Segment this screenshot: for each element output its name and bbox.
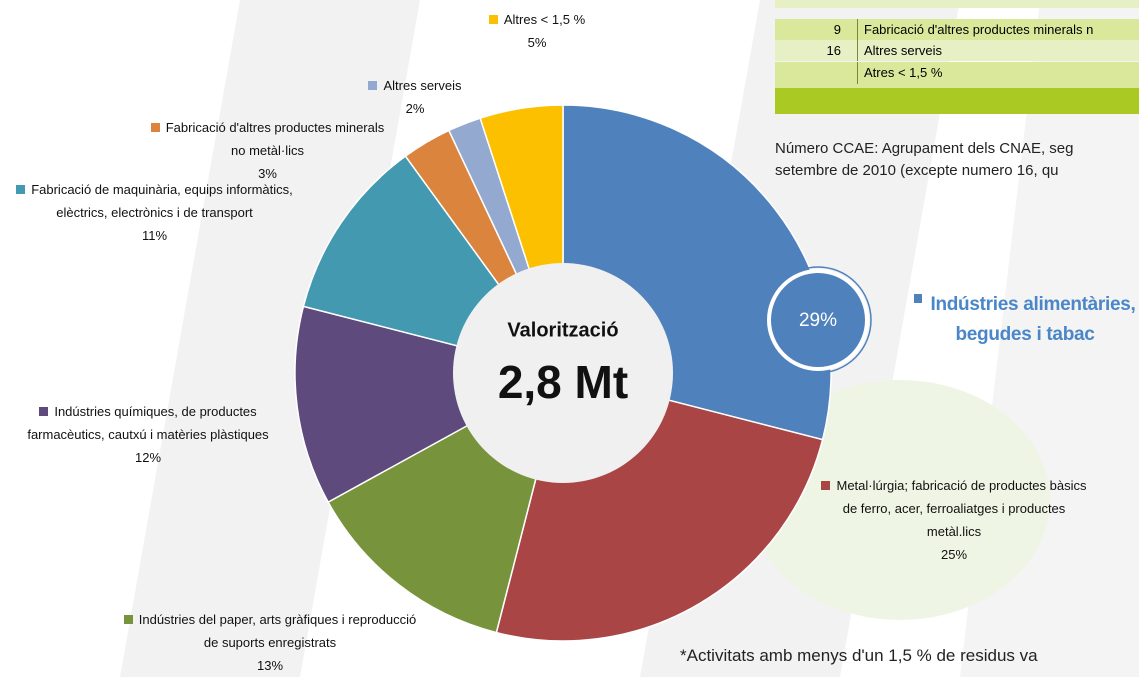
legend-swatch	[368, 81, 378, 90]
table-row: 9 Fabricació d'altres productes minerals …	[775, 19, 1139, 40]
legend-text: Fabricació d'altres productes minerals n…	[165, 120, 385, 158]
data-label: 25%	[940, 547, 968, 562]
table-number: 16	[826, 43, 841, 58]
legend-swatch	[914, 294, 923, 303]
legend-text: Indústries químiques, de productes farma…	[27, 404, 269, 442]
wedge	[294, 305, 566, 504]
legend-label: Metal·lúrgia; fabricació de productes bà…	[818, 474, 1090, 566]
data-label: 12%	[134, 450, 162, 465]
legend-swatch	[16, 185, 26, 194]
data-label: 2%	[405, 101, 425, 116]
data-label: 3%	[258, 166, 277, 181]
background-blob	[750, 380, 1050, 620]
center-value: 2,8 Mt	[498, 356, 628, 408]
table-text: Fabricació d'altres productes minerals n	[857, 19, 1093, 40]
legend-text: Altres < 1,5 %	[503, 12, 586, 27]
legend-label: Altres serveis 2%	[340, 74, 490, 120]
data-label: 5%	[527, 35, 547, 50]
table-text: Atres < 1,5 %	[857, 62, 942, 84]
footnote: *Activitats amb menys d'un 1,5 % de resi…	[680, 646, 1038, 665]
legend-text: Indústries del paper, arts gràfiques i r…	[138, 612, 417, 650]
note-line: setembre de 2010 (excepte numero 16, qu	[775, 162, 1059, 179]
legend-swatch	[123, 615, 133, 624]
legend-label: Indústries alimentàries, begudes i tabac	[880, 290, 1139, 350]
data-label: 29%	[799, 310, 837, 331]
legend-text: Altres serveis	[383, 78, 462, 93]
table-row: Atres < 1,5 %	[775, 62, 1139, 88]
center-title: Valorització	[507, 319, 618, 341]
table-row	[775, 0, 1139, 8]
table-row: 16 Altres serveis	[775, 40, 1139, 61]
note-line: Número CCAE: Agrupament dels CNAE, seg	[775, 140, 1074, 157]
legend-text: Metal·lúrgia; fabricació de productes bà…	[836, 478, 1087, 539]
legend-swatch	[488, 15, 498, 24]
table-text: Altres serveis	[857, 40, 942, 61]
legend-label: Indústries del paper, arts gràfiques i r…	[120, 608, 420, 677]
callout-ring	[764, 266, 872, 374]
legend-text: Fabricació de maquinària, equips informà…	[31, 182, 293, 220]
legend-label: Indústries químiques, de productes farma…	[3, 400, 293, 469]
legend-swatch	[39, 407, 49, 416]
callout-circle	[767, 269, 869, 371]
donut-hole	[453, 263, 673, 483]
legend-label: Altres < 1,5 % 5%	[462, 8, 612, 54]
table-number: 9	[833, 22, 841, 37]
legend-swatch	[821, 481, 831, 490]
data-label: 13%	[256, 658, 284, 673]
legend-label: Fabricació de maquinària, equips informà…	[12, 178, 297, 247]
table-footer	[775, 88, 1139, 114]
legend-label: Fabricació d'altres productes minerals n…	[150, 116, 385, 185]
legend-swatch	[150, 123, 160, 132]
data-label: 11%	[141, 228, 168, 243]
background-shape	[120, 0, 420, 677]
legend-text: Indústries alimentàries, begudes i tabac	[930, 294, 1136, 345]
